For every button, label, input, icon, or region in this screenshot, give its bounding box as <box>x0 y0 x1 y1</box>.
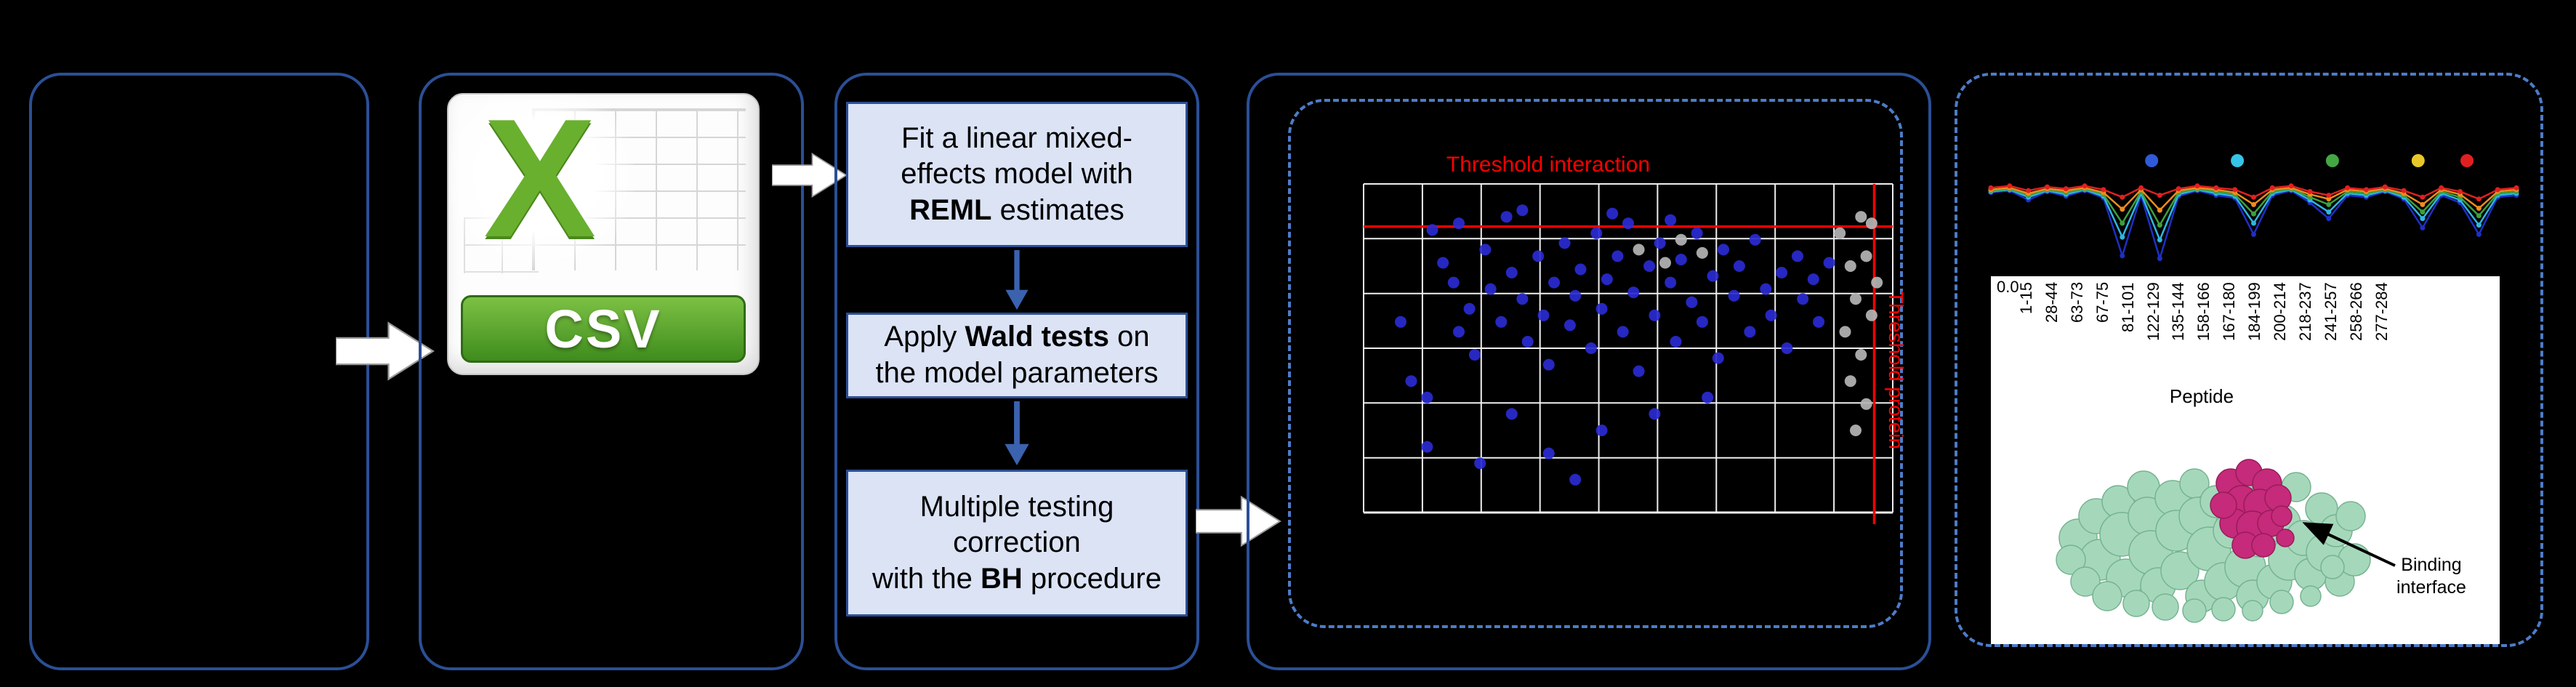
step-wald-tests: Apply Wald tests on the model parameters <box>846 313 1188 398</box>
peptide-tick-label: 28-44 <box>2042 282 2061 324</box>
peptide-tick-label: 218-237 <box>2295 282 2314 341</box>
peptide-tick-label: 1-15 <box>2017 282 2035 315</box>
peptide-tick-label: 241-257 <box>2321 282 2340 341</box>
flow-arrow-1-icon <box>336 321 435 381</box>
interaction-scatter-plot <box>1363 183 1893 524</box>
step-bh-correction-text: Multiple testing correction with the BH … <box>872 490 1162 595</box>
peptide-tick-label: 63-73 <box>2067 282 2086 324</box>
threshold-protein-label: Threshold protein <box>1885 291 1907 449</box>
csv-panel <box>419 73 804 670</box>
peptide-tick-label: 184-199 <box>2245 282 2264 341</box>
peptide-tick-label: 158-166 <box>2194 282 2213 341</box>
peptide-tick-label: 200-214 <box>2271 282 2289 341</box>
down-arrow-2-icon <box>1005 401 1029 466</box>
threshold-interaction-label: Threshold interaction <box>1446 153 1651 177</box>
step-bh-correction: Multiple testing correction with the BH … <box>846 470 1188 616</box>
y-tick-label: 0.0 <box>1997 278 2019 296</box>
step-fit-model-text: Fit a linear mixed- effects model with R… <box>901 121 1133 226</box>
model-panel <box>834 73 1199 670</box>
excel-x-letter: X <box>483 93 597 273</box>
protein-structure-image <box>2056 459 2396 623</box>
peptide-tick-label: 258-266 <box>2346 282 2365 341</box>
binding-interface-label: Binding interface <box>2396 555 2466 598</box>
peptide-panel <box>1955 73 2543 647</box>
step-fit-model: Fit a linear mixed- effects model with R… <box>846 102 1188 247</box>
peptide-tick-label: 81-101 <box>2118 282 2137 332</box>
peptide-profile-chart <box>1988 154 2519 262</box>
results-panel <box>1247 73 1931 670</box>
peptide-tick-label: 122-129 <box>2144 282 2162 341</box>
step-wald-tests-text: Apply Wald tests on the model parameters <box>875 321 1159 389</box>
csv-file-icon: X CSV <box>447 93 760 375</box>
csv-x-halo <box>448 95 635 268</box>
peptide-tick-label: 67-75 <box>2093 282 2112 324</box>
csv-banner-label: CSV <box>544 299 662 360</box>
peptide-tick-labels: 1-15 28-44 63-73 67-75 81-101 122-129 135-144 1… <box>1991 282 2500 385</box>
peptide-tick-label: 277-284 <box>2372 282 2391 341</box>
results-panel-inner <box>1288 99 1903 628</box>
input-data-panel <box>29 73 369 670</box>
peptide-axis-label: Peptide <box>2169 385 2234 407</box>
flow-arrow-2-icon <box>772 152 848 198</box>
peptide-tick-label: 167-180 <box>2220 282 2239 341</box>
peptide-tick-label: 135-144 <box>2169 282 2188 341</box>
down-arrow-1-icon <box>1005 250 1029 310</box>
flow-arrow-3-icon <box>1196 495 1281 547</box>
peptide-axis-and-structure: 0.0 1-15 28-44 63-73 67-75 81-101 122-129 135-… <box>1991 276 2500 644</box>
csv-banner: CSV <box>461 295 746 363</box>
csv-sheet: X CSV <box>447 93 760 375</box>
